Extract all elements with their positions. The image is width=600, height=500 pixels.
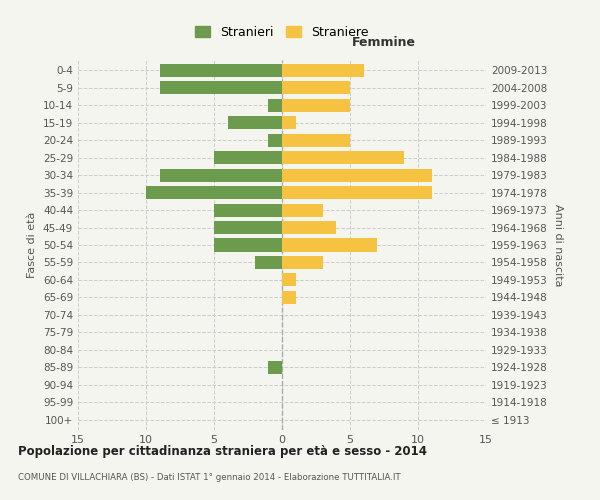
Bar: [214, 221, 282, 234]
Bar: [282, 204, 323, 216]
Bar: [282, 116, 296, 130]
Bar: [282, 291, 296, 304]
Bar: [160, 64, 282, 77]
Text: Popolazione per cittadinanza straniera per età e sesso - 2014: Popolazione per cittadinanza straniera p…: [18, 445, 427, 458]
Bar: [214, 238, 282, 252]
Bar: [214, 151, 282, 164]
Text: Femmine: Femmine: [352, 36, 416, 49]
Bar: [255, 256, 282, 269]
Bar: [282, 238, 377, 252]
Bar: [282, 256, 323, 269]
Bar: [268, 134, 282, 147]
Bar: [282, 186, 431, 199]
Bar: [282, 168, 431, 181]
Text: COMUNE DI VILLACHIARA (BS) - Dati ISTAT 1° gennaio 2014 - Elaborazione TUTTITALI: COMUNE DI VILLACHIARA (BS) - Dati ISTAT …: [18, 472, 401, 482]
Bar: [268, 99, 282, 112]
Bar: [160, 82, 282, 94]
Y-axis label: Fasce di età: Fasce di età: [28, 212, 37, 278]
Bar: [160, 168, 282, 181]
Bar: [268, 360, 282, 374]
Bar: [282, 99, 350, 112]
Bar: [227, 116, 282, 130]
Bar: [282, 64, 364, 77]
Bar: [214, 204, 282, 216]
Legend: Stranieri, Straniere: Stranieri, Straniere: [191, 22, 373, 42]
Bar: [282, 82, 350, 94]
Bar: [282, 221, 337, 234]
Bar: [146, 186, 282, 199]
Bar: [282, 274, 296, 286]
Bar: [282, 134, 350, 147]
Bar: [282, 151, 404, 164]
Y-axis label: Anni di nascita: Anni di nascita: [553, 204, 563, 286]
